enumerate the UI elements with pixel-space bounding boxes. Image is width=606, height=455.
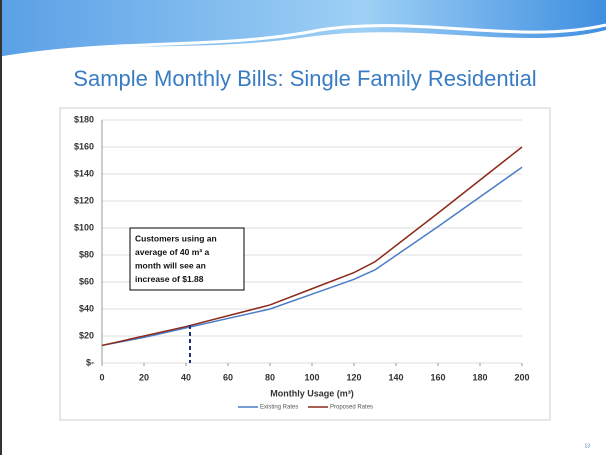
x-tick-label: 180 <box>472 372 487 382</box>
series-line <box>101 166 523 347</box>
annotation-line: Customers using an <box>135 233 217 243</box>
annotation-line: increase of $1.88 <box>135 274 204 284</box>
y-tick-label: $- <box>86 357 94 367</box>
annotation-box <box>129 227 245 291</box>
series-line <box>101 146 523 347</box>
chart-frame <box>59 107 551 421</box>
x-tick-label: 200 <box>514 372 529 382</box>
y-tick-label: $100 <box>74 222 94 232</box>
x-tick-label: 120 <box>346 372 361 382</box>
y-tick-label: $40 <box>79 303 94 313</box>
y-tick-label: $180 <box>74 114 94 124</box>
y-tick-label: $20 <box>79 330 94 340</box>
legend-label: Proposed Rates <box>330 405 373 411</box>
x-tick-label: 160 <box>430 372 445 382</box>
x-tick-label: 140 <box>388 372 403 382</box>
y-tick-label: $140 <box>74 168 94 178</box>
x-tick-label: 40 <box>181 372 191 382</box>
annotation-line: average of 40 m³ a <box>135 247 209 257</box>
x-tick-label: 80 <box>265 372 275 382</box>
chart-title: Sample Monthly Bills: Single Family Resi… <box>73 66 536 91</box>
header-swoosh <box>0 23 606 60</box>
legend-label: Existing Rates <box>260 405 298 411</box>
slide-number: 13 <box>584 443 590 449</box>
x-tick-label: 0 <box>99 372 104 382</box>
annotation-line: month will see an <box>135 260 206 270</box>
y-tick-label: $160 <box>74 141 94 151</box>
y-tick-label: $80 <box>79 249 94 259</box>
y-tick-label: $120 <box>74 195 94 205</box>
x-tick-label: 60 <box>223 372 233 382</box>
x-tick-label: 20 <box>139 372 149 382</box>
x-axis-label: Monthly Usage (m³) <box>270 388 354 398</box>
y-tick-label: $60 <box>79 276 94 286</box>
x-tick-label: 100 <box>304 372 319 382</box>
